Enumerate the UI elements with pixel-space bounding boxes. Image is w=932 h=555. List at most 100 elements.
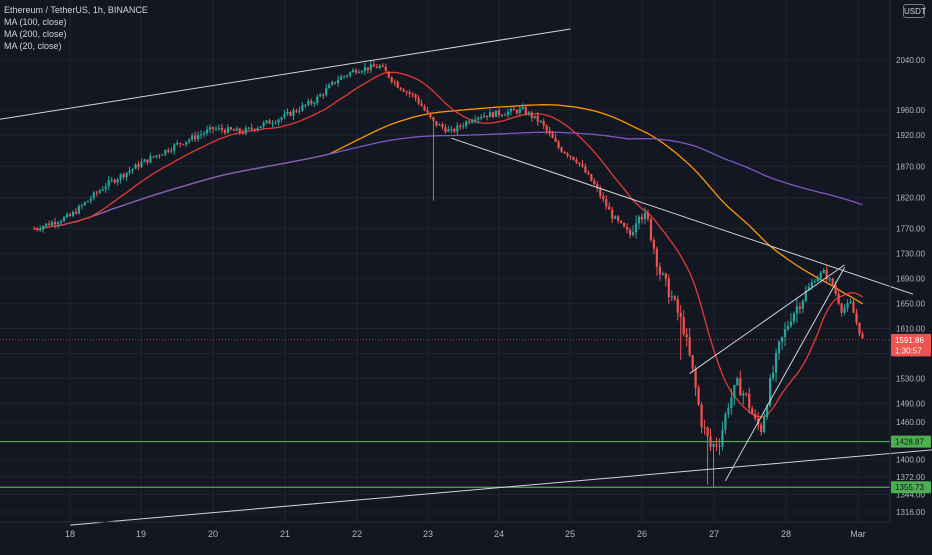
- candle-body: [438, 124, 441, 126]
- candle-body: [167, 149, 170, 152]
- candle-body: [411, 93, 414, 95]
- legend-ma-20[interactable]: MA (20, close): [4, 41, 62, 51]
- candle-body: [706, 427, 709, 437]
- trendlines[interactable]: [0, 28, 932, 526]
- price-tick-label: 1400.00: [896, 456, 925, 465]
- candle-body: [164, 149, 167, 155]
- currency-badge[interactable]: USDT: [903, 4, 926, 18]
- candle-body: [688, 337, 691, 356]
- candle-body: [792, 313, 796, 322]
- price-badge-countdown: [891, 344, 931, 357]
- candle-body: [62, 217, 66, 222]
- candle-body: [95, 192, 98, 194]
- axes: 2040.00 1960.00 1920.00 1870.00 1820.00 1770.…: [0, 0, 931, 539]
- time-tick-label: 18: [65, 529, 75, 539]
- candle-body: [512, 108, 515, 111]
- candle-body: [316, 96, 319, 104]
- candle-body: [697, 387, 700, 405]
- candle-body: [289, 111, 292, 116]
- candle-body: [557, 141, 560, 148]
- candle-body: [304, 104, 307, 106]
- candles: [33, 60, 864, 488]
- candle-body: [265, 120, 268, 123]
- candle-body: [554, 138, 557, 142]
- candle-body: [515, 110, 518, 114]
- price-tick-label: 1316.00: [896, 508, 925, 517]
- candle-body: [214, 128, 218, 130]
- candle-body: [345, 75, 349, 77]
- candle-body: [71, 211, 75, 216]
- candle-body: [846, 302, 849, 308]
- candle-body: [780, 337, 784, 342]
- candle-body: [584, 166, 587, 173]
- candle-body: [673, 296, 676, 300]
- wedge-upper-line: [689, 264, 845, 374]
- candle-body: [354, 70, 358, 73]
- price-badge-support: [891, 481, 931, 494]
- candle-body: [223, 130, 227, 133]
- candle-body: [319, 94, 322, 97]
- candle-body: [334, 81, 337, 84]
- price-tick-label: 1920.00: [896, 131, 925, 140]
- candle-body: [783, 329, 787, 338]
- candle-body: [518, 108, 521, 114]
- candle-body: [617, 216, 620, 221]
- candle-body: [774, 353, 778, 373]
- candle-body: [405, 91, 408, 93]
- candle-body: [158, 155, 161, 157]
- candle-body: [596, 184, 599, 189]
- candle-body: [691, 355, 694, 369]
- candle-body: [110, 179, 113, 181]
- candle-body: [86, 200, 89, 203]
- candle-body: [745, 393, 748, 395]
- upper-channel-line: [0, 28, 571, 120]
- candle-body: [351, 70, 355, 73]
- candle-body: [140, 162, 143, 168]
- price-tick-label: 1870.00: [896, 162, 925, 171]
- candle-body: [199, 134, 203, 136]
- candle-body: [197, 135, 200, 139]
- candle-body: [816, 278, 819, 282]
- candle-body: [59, 221, 63, 223]
- ma-200-line: [34, 131, 863, 230]
- candle-body: [122, 174, 125, 178]
- candle-body: [149, 156, 152, 163]
- legend-ma-100[interactable]: MA (100, close): [4, 17, 67, 27]
- candle-body: [337, 79, 340, 84]
- symbol-title[interactable]: Ethereum / TetherUS, 1h, BINANCE: [4, 5, 148, 15]
- candle-body: [381, 65, 384, 67]
- candle-body: [378, 65, 381, 68]
- legend-ma-200[interactable]: MA (200, close): [4, 29, 67, 39]
- candle-body: [655, 248, 658, 267]
- candle-body: [217, 127, 221, 129]
- time-tick-label: Mar: [850, 529, 866, 539]
- wedge-lower-line: [724, 267, 846, 482]
- candle-body: [646, 212, 650, 219]
- support-lines[interactable]: [0, 339, 890, 488]
- candle-body: [423, 106, 426, 111]
- price-tick-label: 1690.00: [896, 275, 925, 284]
- price-tick-label: 1372.00: [896, 473, 925, 482]
- candle-body: [480, 117, 483, 119]
- candle-body: [795, 306, 799, 314]
- candle-body: [51, 222, 54, 226]
- candle-body: [506, 111, 510, 115]
- candle-body: [161, 154, 164, 156]
- candle-body: [247, 127, 250, 129]
- candle-body: [101, 189, 104, 191]
- candle-body: [777, 341, 781, 354]
- candle-body: [485, 115, 489, 118]
- candle-body: [497, 110, 501, 115]
- candle-body: [420, 103, 423, 107]
- candle-body: [286, 111, 289, 114]
- candle-body: [545, 125, 548, 131]
- time-tick-label: 26: [637, 529, 647, 539]
- candle-body: [771, 372, 775, 379]
- candle-body: [399, 87, 402, 90]
- candle-body: [372, 64, 375, 67]
- candle-body: [387, 71, 390, 78]
- candle-body: [578, 162, 581, 165]
- candle-body: [855, 312, 858, 323]
